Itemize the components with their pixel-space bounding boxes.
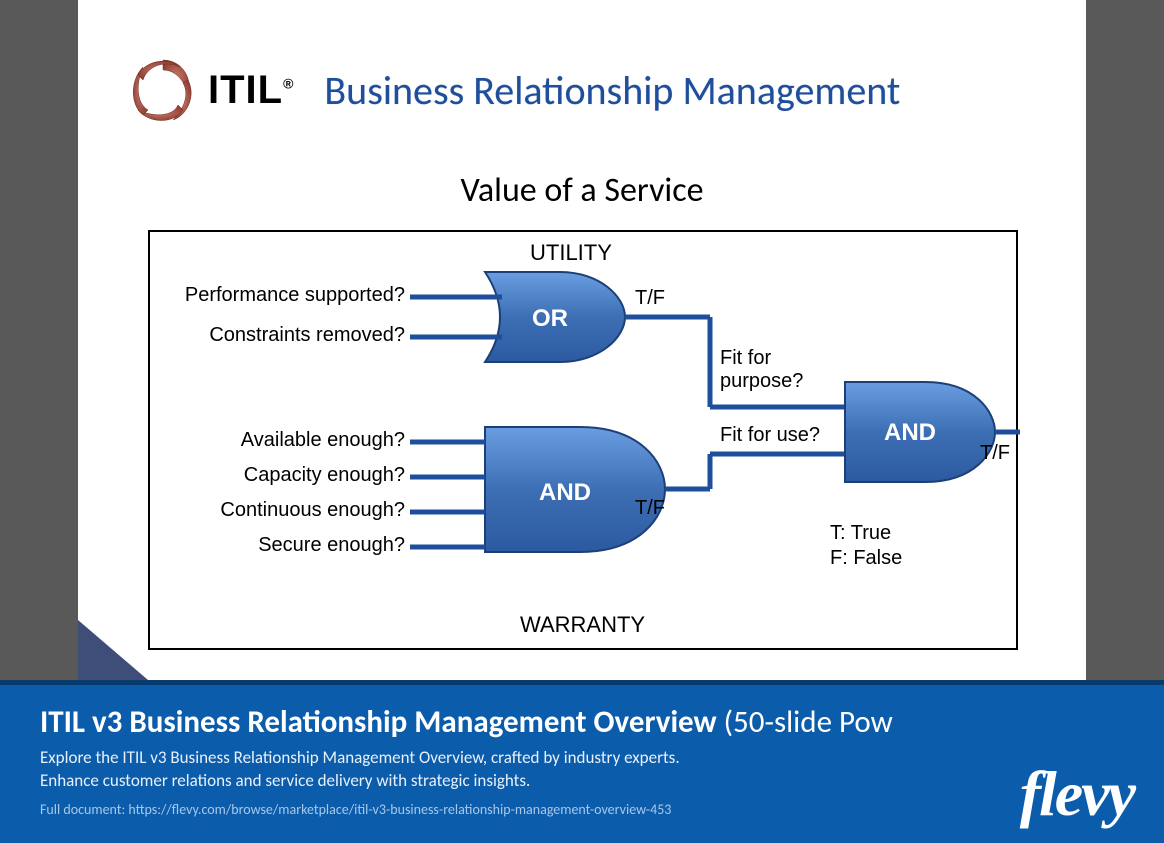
and-gate-final: AND (845, 382, 995, 482)
promo-banner: ITIL v3 Business Relationship Management… (0, 680, 1164, 843)
slide-subtitle: Value of a Service (78, 170, 1086, 211)
banner-description: Explore the ITIL v3 Business Relationshi… (40, 747, 740, 793)
diagram-box: OR AND AND (148, 230, 1018, 650)
tf-and1: T/F (635, 497, 665, 520)
and2-gate-label: AND (884, 419, 936, 446)
perf-label: Performance supported? (160, 284, 405, 307)
avail-label: Available enough? (160, 429, 405, 452)
itil-swirl-icon (128, 55, 198, 125)
slide: ITIL® Business Relationship Management V… (78, 0, 1086, 680)
warranty-label: WARRANTY (520, 612, 645, 638)
or-gate-label: OR (532, 305, 568, 332)
banner-title: ITIL v3 Business Relationship Management… (40, 703, 1124, 741)
utility-label: UTILITY (530, 240, 612, 266)
tf-and2: T/F (980, 442, 1010, 465)
capacity-label: Capacity enough? (160, 464, 405, 487)
corner-triangle-decoration (78, 620, 148, 680)
slide-title: Business Relationship Management (324, 66, 900, 115)
constraints-label: Constraints removed? (160, 324, 405, 347)
flevy-logo: flevy (1020, 757, 1134, 831)
fit-use-label: Fit for use? (720, 424, 820, 447)
and1-gate-label: AND (539, 479, 591, 506)
legend-true: T: True (830, 522, 891, 545)
itil-logo: ITIL® (128, 55, 294, 125)
itil-brand-text: ITIL® (208, 68, 294, 113)
legend-false: F: False (830, 547, 902, 570)
and-gate-warranty: AND (485, 427, 665, 552)
tf-or: T/F (635, 287, 665, 310)
slide-header: ITIL® Business Relationship Management (128, 50, 1028, 130)
fit-purpose-label: Fit for purpose? (720, 347, 803, 393)
banner-link[interactable]: Full document: https://flevy.com/browse/… (40, 801, 1124, 818)
or-gate: OR (485, 272, 625, 362)
continuous-label: Continuous enough? (160, 499, 405, 522)
secure-label: Secure enough? (160, 534, 405, 557)
